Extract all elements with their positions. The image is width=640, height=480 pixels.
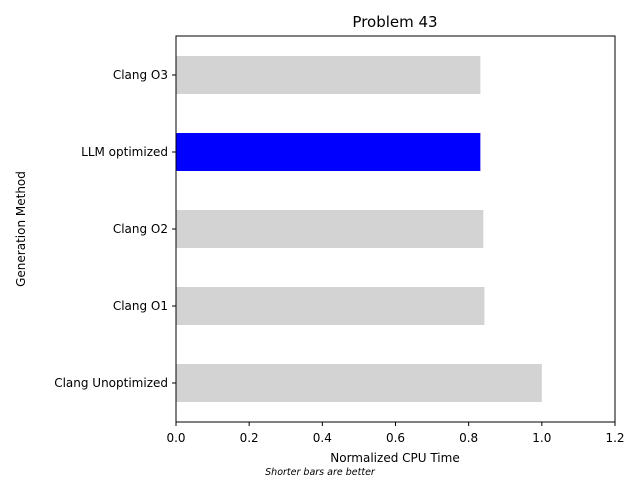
chart-note: Shorter bars are better <box>265 467 376 478</box>
y-axis-label: Generation Method <box>14 171 28 287</box>
bar-llm-optimized <box>176 133 481 171</box>
y-tick-label: Clang Unoptimized <box>54 376 168 390</box>
y-tick-label: Clang O2 <box>113 222 168 236</box>
x-tick-label: 0.0 <box>166 431 185 445</box>
bar-clang-o1 <box>176 287 485 325</box>
x-tick-label: 0.2 <box>240 431 259 445</box>
bars-group <box>176 56 542 402</box>
x-tick-label: 1.0 <box>532 431 551 445</box>
bar-clang-o2 <box>176 210 484 248</box>
y-axis-ticks: Clang O3 LLM optimized Clang O2 Clang O1 Cla… <box>54 68 176 390</box>
chart-title: Problem 43 <box>352 13 437 31</box>
x-tick-label: 0.8 <box>459 431 478 445</box>
y-tick-label: Clang O1 <box>113 299 168 313</box>
x-tick-label: 1.2 <box>605 431 624 445</box>
y-tick-label: Clang O3 <box>113 68 168 82</box>
x-axis-label: Normalized CPU Time <box>330 451 459 465</box>
bar-clang-unoptimized <box>176 364 542 402</box>
x-tick-label: 0.6 <box>386 431 405 445</box>
x-axis-ticks: 0.0 0.2 0.4 0.6 0.8 1.0 1.2 <box>166 422 625 445</box>
y-tick-label: LLM optimized <box>81 145 168 159</box>
x-tick-label: 0.4 <box>313 431 332 445</box>
bar-clang-o3 <box>176 56 481 94</box>
